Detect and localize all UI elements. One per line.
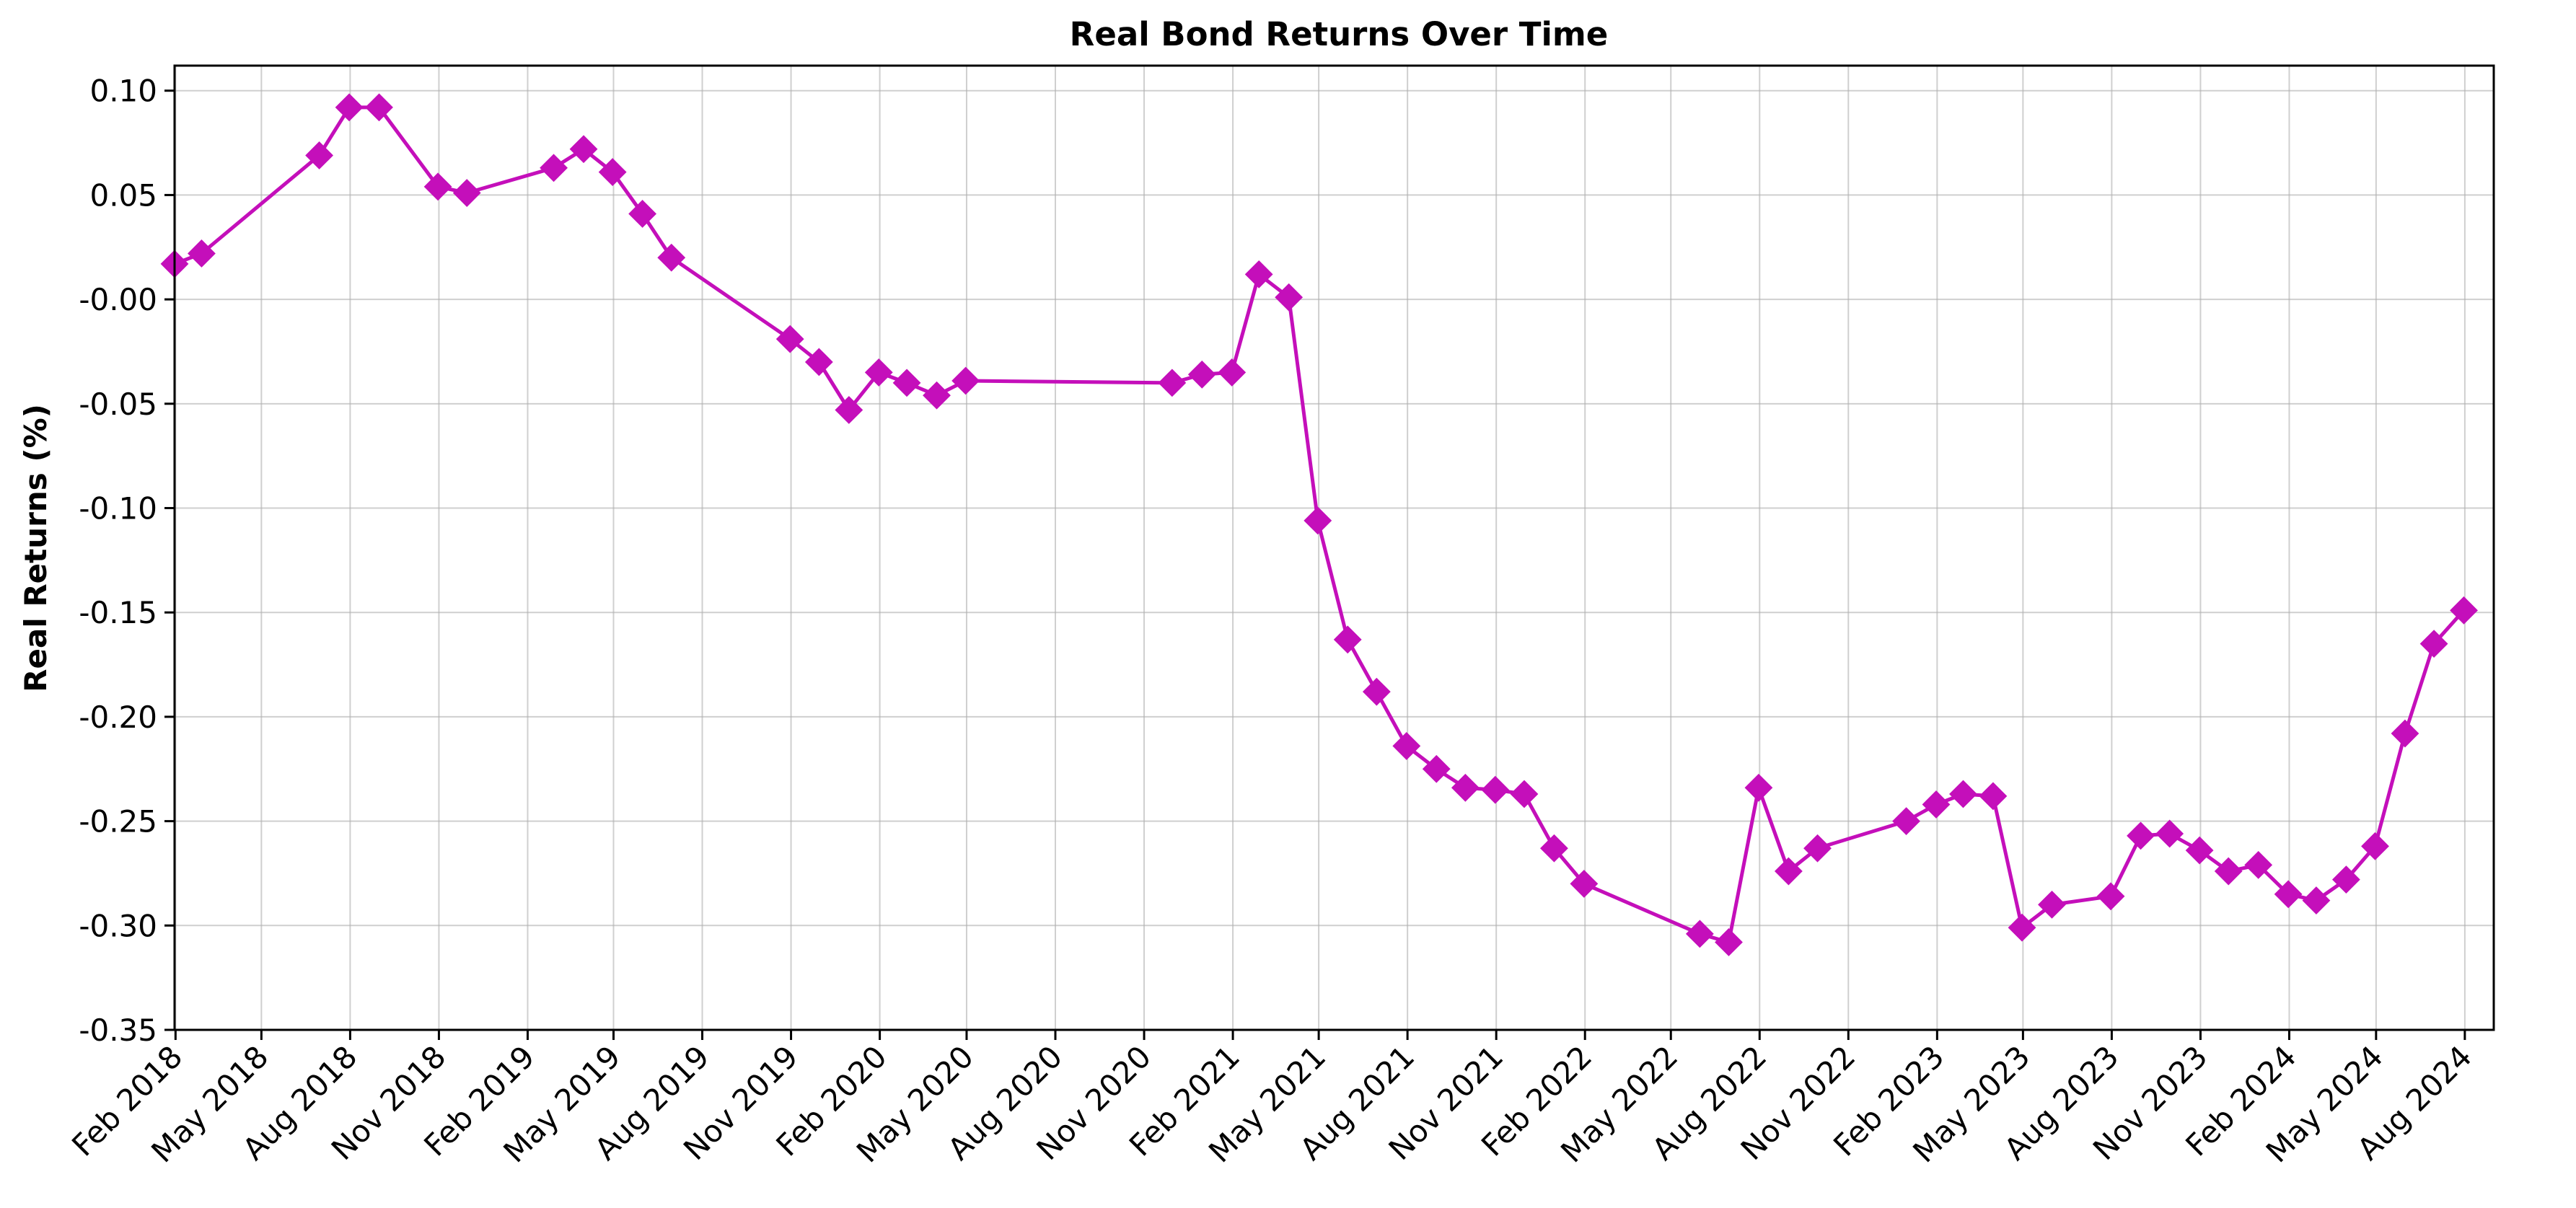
data-point-marker (1540, 834, 1568, 863)
data-point-marker (1715, 928, 1743, 956)
data-point-marker (1218, 358, 1247, 387)
y-tick-label: -0.00 (79, 282, 157, 317)
data-point-marker (1187, 360, 1216, 389)
data-point-marker (804, 348, 833, 376)
data-point-marker (1333, 625, 1362, 654)
data-markers (160, 93, 2478, 956)
data-point-marker (188, 239, 216, 268)
data-point-marker (365, 93, 393, 122)
data-point-marker (2391, 719, 2419, 748)
data-point-marker (423, 172, 452, 201)
data-point-marker (305, 141, 334, 169)
data-point-marker (1304, 506, 1332, 535)
data-point-marker (1949, 780, 1977, 808)
grid (175, 66, 2494, 1031)
data-point-marker (540, 154, 568, 182)
y-tick-label: -0.25 (79, 804, 157, 839)
data-point-marker (1892, 807, 1920, 836)
data-point-marker (2244, 850, 2273, 879)
data-point-marker (775, 325, 804, 353)
data-point-marker (1422, 754, 1451, 783)
data-point-marker (1481, 775, 1510, 804)
data-point-marker (951, 366, 980, 395)
data-point-marker (2214, 857, 2243, 886)
data-point-marker (1244, 260, 1273, 288)
data-point-marker (1685, 920, 1714, 948)
data-point-marker (2361, 832, 2389, 860)
data-point-marker (2127, 821, 2155, 850)
data-point-marker (835, 396, 863, 424)
data-point-marker (1803, 834, 1832, 863)
data-point-marker (2302, 886, 2331, 914)
y-tick-label: -0.20 (79, 700, 157, 735)
data-point-marker (1744, 773, 1773, 802)
y-tick-label: -0.10 (79, 491, 157, 526)
data-point-marker (2274, 880, 2303, 909)
data-point-marker (892, 369, 921, 397)
y-axis-label: Real Returns (%) (18, 404, 53, 692)
data-point-marker (335, 93, 364, 122)
data-point-marker (1774, 857, 1803, 886)
y-tick-label: -0.05 (79, 387, 157, 422)
data-point-marker (569, 135, 598, 164)
chart-title: Real Bond Returns Over Time (1070, 15, 1609, 53)
data-point-marker (598, 158, 627, 187)
data-point-marker (2038, 890, 2066, 919)
y-tick-label: 0.10 (89, 74, 157, 109)
series-line (174, 105, 2466, 944)
data-point-marker (1510, 780, 1539, 808)
data-point-marker (452, 179, 481, 207)
data-point-marker (2155, 819, 2184, 848)
series-line-layer (174, 105, 2466, 944)
data-point-marker (923, 381, 951, 410)
data-point-marker (2419, 630, 2448, 658)
data-point-marker (1979, 782, 2008, 811)
data-point-marker (1362, 677, 1391, 706)
plot-frame (173, 64, 2495, 1031)
data-point-marker (657, 243, 686, 272)
data-point-marker (2331, 865, 2360, 894)
data-point-marker (864, 358, 893, 387)
data-point-marker (1922, 790, 1951, 819)
data-point-marker (628, 200, 657, 228)
data-point-marker (2008, 913, 2036, 942)
y-tick-label: -0.35 (79, 1013, 157, 1048)
y-tick-label: -0.15 (79, 595, 157, 630)
data-point-marker (2096, 882, 2125, 911)
data-point-marker (1570, 870, 1599, 898)
y-tick-label: -0.30 (79, 908, 157, 943)
data-point-marker (1392, 732, 1421, 760)
data-point-marker (2185, 836, 2214, 865)
data-point-marker (1275, 283, 1304, 312)
data-point-marker (1451, 773, 1480, 802)
data-point-marker (1158, 369, 1187, 397)
y-tick-label: 0.05 (89, 177, 157, 213)
data-point-marker (2450, 596, 2478, 625)
y-axis: 0.10 0.05 -0.00 -0.05 -0.10 -0.15 -0.20 -0.25 -0… (79, 74, 175, 1048)
